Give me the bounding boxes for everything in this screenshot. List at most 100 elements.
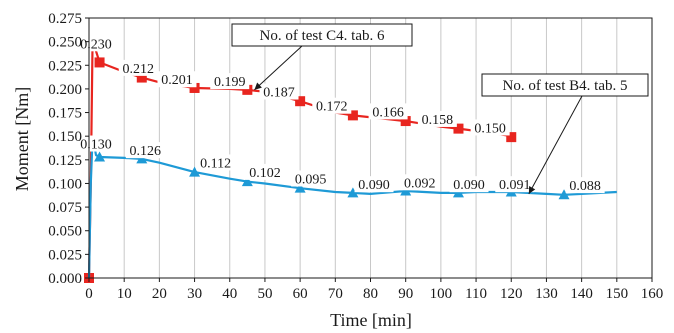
- data-label: 0.201: [161, 73, 193, 88]
- data-point: [189, 166, 201, 177]
- y-axis-title: Moment [Nm]: [12, 87, 32, 191]
- data-label: 0.150: [474, 121, 506, 136]
- x-tick-label: 150: [606, 286, 629, 302]
- data-label-bg: [259, 83, 299, 100]
- x-tick-label: 70: [328, 286, 343, 302]
- data-label-bg: [157, 71, 197, 88]
- y-tick-label: 0.150: [48, 129, 82, 145]
- data-point: [94, 151, 106, 162]
- x-tick-label: 10: [117, 286, 132, 302]
- data-label-bg: [449, 176, 489, 193]
- x-tick-label: 80: [363, 286, 378, 302]
- legend-box: [231, 23, 413, 47]
- series-layer: 0.230 0.212 0.201 0.199 0.187 0.172 0.166 0.158…: [76, 35, 617, 283]
- callout-arrowhead: [528, 186, 536, 194]
- y-tick-label: 0.075: [48, 200, 82, 216]
- data-point: [347, 187, 359, 198]
- data-label: 0.212: [123, 62, 155, 77]
- data-label: 0.090: [358, 178, 390, 193]
- data-point: [400, 116, 411, 127]
- data-label-bg: [196, 154, 236, 171]
- data-point: [453, 123, 464, 134]
- x-tick-label: 30: [187, 286, 202, 302]
- legend-callout-1: No. of test C4. tab. 6: [231, 23, 413, 91]
- legend-callouts: No. of test C4. tab. 6 No. of test B4. ta…: [231, 23, 649, 195]
- data-point: [241, 176, 253, 187]
- series-line: [87, 137, 617, 279]
- callout-leader: [254, 45, 303, 91]
- x-tick-label: 40: [222, 286, 237, 302]
- plot-frame: [88, 17, 653, 279]
- y-tick-label: 0.175: [48, 106, 82, 122]
- data-point: [400, 185, 412, 196]
- legend-callout-2: No. of test B4. tab. 5: [481, 73, 649, 195]
- data-label: 0.230: [80, 37, 112, 52]
- data-label: 0.088: [569, 179, 601, 194]
- y-tick-label: 0.050: [48, 224, 82, 240]
- grid: [123, 18, 618, 278]
- data-label-bg: [118, 59, 158, 76]
- data-label-bg: [417, 110, 457, 127]
- x-tick-label: 20: [152, 286, 167, 302]
- data-label-bg: [495, 176, 535, 193]
- data-label: 0.158: [422, 113, 454, 128]
- y-tick-label: 0.100: [48, 176, 82, 192]
- data-label: 0.091: [499, 178, 531, 193]
- x-tick-label: 130: [535, 286, 558, 302]
- y-tick-label: 0.025: [48, 247, 82, 263]
- callout-leader: [528, 95, 583, 195]
- data-point: [242, 84, 253, 95]
- x-tick-label: 120: [500, 286, 523, 302]
- axes: 0 10 20 30 40 50 60 70 80 90 100 110 120 130 140 150 160…: [48, 11, 663, 302]
- x-tick-label: 160: [641, 286, 664, 302]
- x-tick-label: 110: [465, 286, 487, 302]
- series-2: 0.130 0.126 0.112 0.102 0.095 0.090 0.092 0.090…: [76, 135, 617, 279]
- y-tick-label: 0.000: [48, 271, 82, 287]
- data-point: [506, 132, 517, 143]
- data-label-bg: [245, 163, 285, 180]
- data-label-bg: [470, 119, 510, 136]
- x-axis-title: Time [min]: [330, 310, 412, 330]
- data-label: 0.187: [263, 86, 295, 101]
- y-tick-label: 0.250: [48, 35, 82, 51]
- x-tick-label: 60: [293, 286, 308, 302]
- data-label: 0.199: [214, 75, 246, 90]
- data-label: 0.112: [200, 156, 231, 171]
- data-point: [452, 187, 464, 198]
- legend-text: No. of test C4. tab. 6: [260, 28, 385, 44]
- data-label: 0.130: [80, 138, 112, 153]
- data-label-bg: [76, 135, 116, 152]
- data-label: 0.095: [295, 173, 327, 188]
- data-label-bg: [76, 35, 116, 52]
- data-point: [136, 72, 147, 83]
- data-label-bg: [565, 177, 605, 194]
- y-tick-label: 0.125: [48, 153, 82, 169]
- legend-text: No. of test B4. tab. 5: [503, 78, 628, 94]
- x-tick-label: 50: [257, 286, 272, 302]
- legend-box: [481, 73, 649, 97]
- data-label-bg: [312, 97, 352, 114]
- data-label: 0.172: [316, 100, 348, 115]
- data-point: [294, 182, 306, 193]
- data-label: 0.126: [130, 144, 162, 159]
- x-tick-label: 140: [570, 286, 593, 302]
- x-tick-label: 100: [430, 286, 453, 302]
- data-label-bg: [210, 73, 250, 90]
- x-tick-label: 0: [85, 286, 93, 302]
- data-point: [558, 189, 570, 200]
- series-1: 0.230 0.212 0.201 0.199 0.187 0.172 0.166 0.158…: [76, 35, 517, 283]
- data-point: [136, 153, 148, 164]
- callout-arrowhead: [254, 82, 262, 90]
- data-label: 0.092: [404, 176, 436, 191]
- y-tick-label: 0.200: [48, 82, 82, 98]
- data-label-bg: [125, 142, 165, 159]
- y-tick-label: 0.225: [48, 58, 82, 74]
- data-label: 0.102: [249, 166, 281, 181]
- x-tick-label: 90: [398, 286, 413, 302]
- data-label-bg: [354, 176, 394, 193]
- data-point: [189, 82, 200, 93]
- data-point: [347, 110, 358, 121]
- data-label-bg: [400, 174, 440, 191]
- y-tick-label: 0.275: [48, 11, 82, 27]
